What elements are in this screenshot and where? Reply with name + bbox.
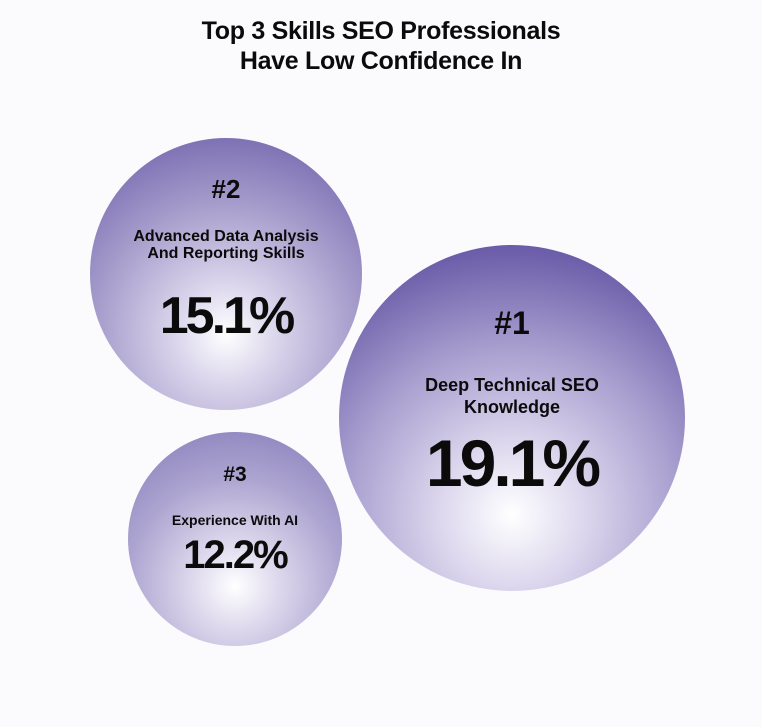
bubble-skill-label: Deep Technical SEO Knowledge	[425, 375, 599, 417]
bubble-skill-label: Experience With AI	[171, 512, 299, 528]
bubble-value-label: 12.2%	[183, 533, 288, 577]
chart-title: Top 3 Skills SEO Professionals Have Low …	[0, 16, 762, 76]
bubble-rank-label: #2	[211, 174, 241, 204]
bubble-rank-1: #1 Deep Technical SEO Knowledge 19.1%	[339, 245, 685, 591]
chart-title-line-1: Top 3 Skills SEO Professionals	[201, 17, 561, 45]
bubble-rank-3: #3 Experience With AI 12.2%	[128, 432, 342, 646]
chart-title-line-2: Have Low Confidence In	[239, 47, 523, 75]
bubble-rank-label: #3	[223, 463, 247, 486]
bubble-skill-label: Advanced Data Analysis And Reporting Ski…	[133, 228, 319, 262]
bubble-value-label: 19.1%	[425, 426, 601, 500]
bubble-rank-label: #1	[494, 305, 530, 341]
bubble-value-label: 15.1%	[159, 287, 295, 345]
bubble-rank-2: #2 Advanced Data Analysis And Reporting …	[90, 138, 362, 410]
